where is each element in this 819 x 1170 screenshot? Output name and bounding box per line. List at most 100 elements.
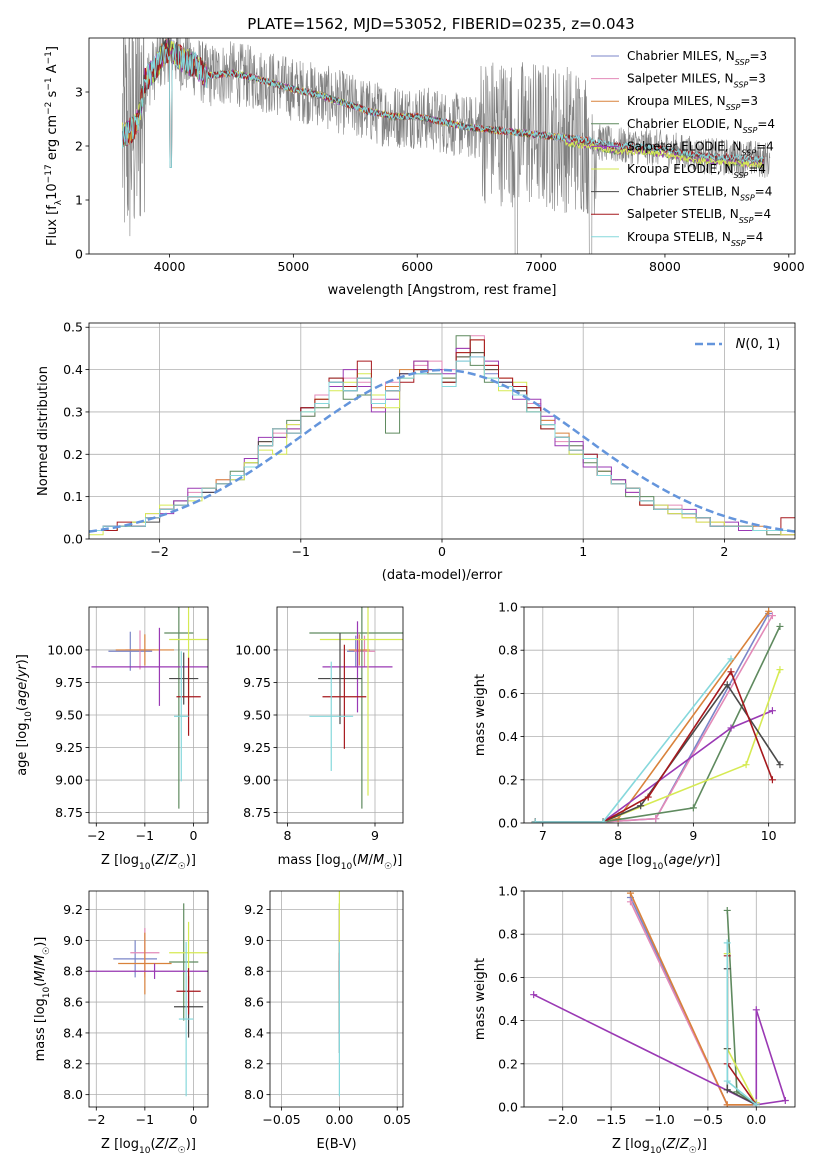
- axis-label-part: age [log: [15, 723, 30, 776]
- axis-label-part: 10: [341, 862, 353, 872]
- axis-label-part: ☉: [384, 862, 392, 872]
- axis-label-part: Z: [168, 1137, 179, 1152]
- y-tick-label: 8.75: [243, 805, 271, 820]
- axis-label-part: ]: [45, 46, 60, 51]
- point-marker: [742, 761, 750, 769]
- series-line: [726, 953, 758, 1106]
- legend-sub: SSP: [740, 193, 755, 202]
- errorbar-chabrier-miles: [108, 631, 153, 671]
- axis-label-part: −1: [44, 77, 54, 90]
- y-tick-label: 9.75: [55, 675, 83, 690]
- legend-label: Kroupa ELODIE, NSSP=4: [627, 162, 766, 180]
- y-tick-label: 9.75: [243, 675, 271, 690]
- legend-label: Kroupa STELIB, NSSP=4: [627, 230, 763, 248]
- y-tick-label: 0.5: [63, 320, 83, 335]
- axis-label-part: Z: [666, 1137, 677, 1152]
- y-tick-label: 0.0: [63, 532, 83, 547]
- x-axis-label: age [log10(age/yr)]: [599, 853, 721, 872]
- y-tick-label: 9.25: [243, 740, 271, 755]
- point-marker: [723, 906, 731, 914]
- axis-label-part: Z: [679, 1137, 690, 1152]
- legend-tail: =4: [753, 207, 771, 221]
- axis-label-part: ☉: [178, 862, 186, 872]
- series-kroupa-stelib: [723, 939, 760, 1107]
- y-tick-label: 10.00: [235, 642, 271, 657]
- axis-label-part: yr: [15, 663, 30, 679]
- x-tick-label: −1: [136, 1112, 154, 1127]
- legend-sub: SSP: [735, 58, 750, 67]
- series-kroupa-stelib: [531, 655, 735, 823]
- axis-label-part: M: [357, 853, 368, 868]
- axis-label-part: Flux [f: [45, 205, 60, 246]
- y-tick-label: 0.6: [498, 686, 518, 701]
- legend-text: Kroupa MILES, N: [627, 94, 726, 108]
- point-marker: [776, 622, 784, 630]
- axis-label-part: /: [164, 1137, 169, 1152]
- mass_vs_ebv-panel: −0.05 0.00 0.05 8.0 8.2 8.4 8.6 8.8 9.0 9.2 E(B-V): [244, 890, 411, 1152]
- errorbar-kroupa-stelib: [178, 941, 194, 1097]
- y-tick-label: 0.8: [498, 643, 518, 658]
- y-tick-label: 0.3: [63, 404, 83, 419]
- legend-sub: SSP: [739, 216, 754, 225]
- legend-text: Chabrier STELIB, N: [627, 185, 740, 199]
- x-tick-label: 7: [539, 828, 547, 843]
- x-axis-label: E(B-V): [316, 1137, 356, 1152]
- point-marker: [723, 681, 731, 689]
- x-axis-label: wavelength [Angstrom, rest frame]: [328, 283, 557, 298]
- x-tick-label: −2: [150, 544, 168, 559]
- y-tick-label: 9.00: [55, 773, 83, 788]
- y-tick-label: 8.8: [244, 964, 264, 979]
- spectrum-panel: 4000 5000 6000 7000 8000 9000 0 1 2 3 wavelength […: [44, 37, 805, 298]
- y-tick-label: 9.50: [55, 708, 83, 723]
- point-marker: [781, 1097, 789, 1105]
- figure-title: PLATE=1562, MJD=53052, FIBERID=0235, z=0…: [247, 15, 634, 33]
- legend-sub: SSP: [741, 148, 756, 157]
- legend-label: Salpeter STELIB, NSSP=4: [627, 207, 771, 225]
- y-tick-label: 0.0: [498, 816, 518, 831]
- axis-label-part: 10: [42, 986, 52, 998]
- x-tick-label: 0: [438, 544, 446, 559]
- axis-label-part: /: [693, 853, 698, 868]
- y-tick-label: 1: [75, 193, 83, 208]
- legend-tail: =4: [748, 162, 766, 176]
- axis-label-part: 10: [652, 862, 664, 872]
- axis-label-part: A: [45, 64, 60, 77]
- errorbar-salpeter-stelib: [176, 657, 201, 736]
- x-tick-label: 8: [284, 828, 292, 843]
- series-kroupa-miles: [626, 891, 760, 1107]
- series-line: [535, 669, 781, 823]
- series-chabrier-elodie: [531, 622, 784, 823]
- axis-label-part: yr: [696, 853, 712, 868]
- errorbar-salpeter-elodie: [322, 621, 393, 713]
- point-marker: [652, 815, 660, 823]
- y-tick-label: 0.0: [498, 1100, 518, 1115]
- legend-sub: SSP: [734, 80, 749, 89]
- errorbar-kroupa-stelib: [309, 661, 354, 771]
- errorbar-chabrier-miles: [113, 940, 157, 978]
- y-tick-label: 8.0: [244, 1087, 264, 1102]
- point-marker: [599, 818, 607, 823]
- y-tick-label: 3: [75, 85, 83, 100]
- point-marker: [768, 776, 776, 784]
- y-tick-label: 9.25: [55, 740, 83, 755]
- normal-curve: [89, 368, 795, 533]
- axis-label-part: Z [log: [612, 1137, 650, 1152]
- y-tick-label: 0.6: [498, 970, 518, 985]
- y-tick-label: 8.4: [63, 1025, 83, 1040]
- errorbar-salpeter-stelib: [176, 968, 201, 1015]
- x-tick-label: 0.05: [383, 1112, 411, 1127]
- legend-text: Kroupa STELIB, N: [627, 230, 731, 244]
- x-tick-label: 10: [761, 828, 777, 843]
- axis-label-part: 10: [45, 183, 60, 200]
- y-tick-label: 8.6: [244, 995, 264, 1010]
- axis-label-part: (: [661, 1137, 666, 1152]
- point-marker: [530, 991, 538, 999]
- y-tick-label: 9.2: [244, 902, 264, 917]
- point-marker: [626, 898, 634, 906]
- point-marker: [723, 1077, 731, 1085]
- y-axis-label: Normed distribution: [36, 366, 51, 496]
- errorbar-kroupa-miles: [115, 634, 174, 666]
